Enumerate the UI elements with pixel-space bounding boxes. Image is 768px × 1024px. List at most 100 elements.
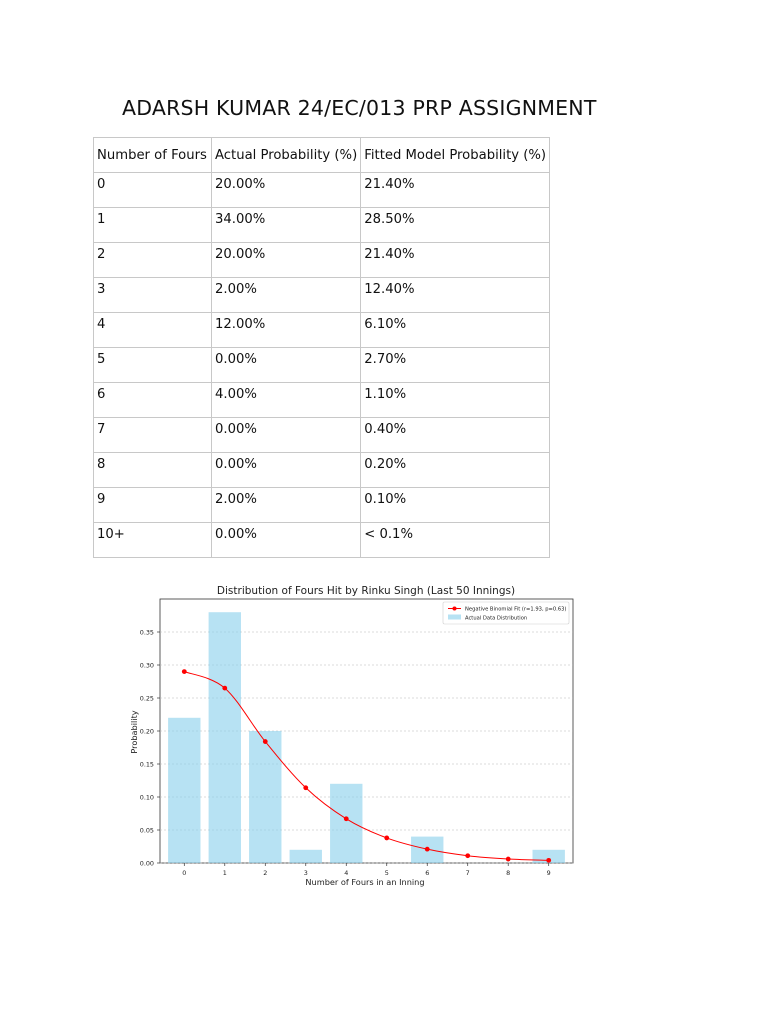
- table-cell-text: 6: [97, 387, 106, 402]
- table-header-row: Number of Fours Actual Probability (%) F…: [93, 137, 551, 173]
- table-cell-text: 0: [97, 177, 106, 192]
- table-cell-text: 10+: [97, 527, 125, 542]
- y-tick-label: 0.20: [140, 728, 154, 736]
- y-tick-label: 0.35: [140, 629, 154, 637]
- column-header: Actual Probability (%): [210, 137, 362, 173]
- table-cell: 0.20%: [360, 452, 551, 488]
- y-tick-label: 0.25: [140, 695, 154, 703]
- table-cell-text: 0.00%: [215, 352, 257, 367]
- fit-point: [546, 857, 552, 863]
- x-tick-label: 7: [466, 869, 470, 877]
- table-cell-text: 2.00%: [215, 492, 257, 507]
- fit-point: [181, 669, 187, 674]
- x-tick-label: 2: [263, 869, 267, 877]
- legend-box: [442, 601, 570, 625]
- document-title: ADARSH KUMAR 24/EC/013 PRP ASSIGNMENT: [122, 96, 597, 120]
- chart-svg: 0.00 0.05 0.10 0.15 0.20 0.25 0.30 0.35 0 1 2 3 4 5 6 7…: [129, 585, 574, 887]
- bar: [289, 849, 322, 863]
- table-cell-text: 12.00%: [215, 317, 266, 332]
- table-row: 0 20.00% 21.40%: [93, 172, 551, 208]
- fit-point: [505, 856, 511, 862]
- y-tick-label: 0.05: [140, 827, 154, 835]
- table-cell: < 0.1%: [360, 522, 551, 558]
- fit-point: [303, 785, 309, 791]
- table-cell-text: 0.00%: [215, 527, 257, 542]
- table-cell-text: 21.40%: [364, 177, 415, 192]
- table-cell: 7: [93, 417, 212, 453]
- table-cell: 5: [93, 347, 212, 383]
- table-cell: 20.00%: [210, 172, 362, 208]
- table-row: 8 0.00% 0.20%: [93, 452, 551, 488]
- table-cell-text: 4.00%: [215, 387, 257, 402]
- table-row: 4 12.00% 6.10%: [93, 312, 551, 348]
- y-axis-label: Probability: [129, 710, 139, 753]
- table-cell: 12.40%: [360, 277, 551, 313]
- fit-point: [262, 739, 268, 744]
- table-cell-text: 0.20%: [364, 457, 407, 472]
- table-cell-text: 9: [97, 492, 106, 507]
- y-tick-label: 0.15: [140, 761, 154, 769]
- fit-point: [343, 816, 349, 822]
- table-cell: 0.00%: [210, 452, 362, 488]
- fit-point: [465, 853, 471, 859]
- bar: [249, 731, 282, 863]
- fit-line: [184, 671, 549, 861]
- table-cell: 0.10%: [360, 487, 551, 523]
- table-cell-text: 0.00%: [215, 422, 257, 437]
- table-cell-text: 20.00%: [215, 247, 266, 262]
- x-tick-label: 4: [344, 869, 348, 877]
- table-cell: 6: [93, 382, 212, 418]
- table-row: 6 4.00% 1.10%: [93, 382, 551, 418]
- x-tick-label: 0: [182, 869, 186, 877]
- table-cell-text: 34.00%: [215, 212, 266, 227]
- table-row: 5 0.00% 2.70%: [93, 347, 551, 383]
- table-cell-text: 7: [97, 422, 106, 437]
- table-cell-text: 5: [97, 352, 106, 367]
- table-row: 9 2.00% 0.10%: [93, 487, 551, 523]
- table-cell-text: 2.70%: [364, 352, 407, 367]
- table-cell: 0.00%: [210, 417, 362, 453]
- table-cell: 1: [93, 207, 212, 243]
- fit-point: [384, 835, 390, 841]
- bar: [330, 783, 363, 863]
- table-row: 7 0.00% 0.40%: [93, 417, 551, 453]
- column-header: Number of Fours: [93, 137, 212, 173]
- table-cell: 3: [93, 277, 212, 313]
- table-cell: 0.00%: [210, 347, 362, 383]
- y-tick-label: 0.10: [140, 794, 154, 802]
- bar: [208, 612, 241, 863]
- legend-marker-swatch: [452, 606, 457, 611]
- table-cell: 4: [93, 312, 212, 348]
- legend-bar-swatch: [448, 614, 461, 620]
- table-cell: 12.00%: [210, 312, 362, 348]
- table-cell-text: 12.40%: [364, 282, 415, 297]
- table-cell-text: 3: [97, 282, 106, 297]
- table-cell-text: 21.40%: [364, 247, 415, 262]
- x-tick-label: 3: [304, 869, 308, 877]
- table-cell-text: < 0.1%: [364, 527, 413, 542]
- table-cell-text: 1: [97, 212, 106, 227]
- distribution-chart: 0.00 0.05 0.10 0.15 0.20 0.25 0.30 0.35 0 1 2 3 4 5 6 7…: [118, 562, 607, 894]
- table-cell-text: 1.10%: [364, 387, 407, 402]
- table-cell: 10+: [93, 522, 212, 558]
- table-cell-text: 8: [97, 457, 106, 472]
- table-cell: 4.00%: [210, 382, 362, 418]
- x-tick-label: 8: [506, 869, 510, 877]
- table-cell: 1.10%: [360, 382, 551, 418]
- table-cell-text: 20.00%: [215, 177, 266, 192]
- x-tick-label: 6: [425, 869, 429, 877]
- x-axis-label: Number of Fours in an Inning: [305, 877, 424, 887]
- table-cell: 9: [93, 487, 212, 523]
- column-header: Fitted Model Probability (%): [360, 137, 551, 173]
- legend-label: Negative Binomial Fit (r=1.93, p=0.63): [465, 607, 566, 613]
- chart-title: Distribution of Fours Hit by Rinku Singh…: [217, 585, 515, 597]
- legend-label: Actual Data Distribution: [465, 616, 527, 622]
- table-cell: 2: [93, 242, 212, 278]
- table-cell: 28.50%: [360, 207, 551, 243]
- table-cell: 0.40%: [360, 417, 551, 453]
- table-cell: 20.00%: [210, 242, 362, 278]
- table-cell-text: 2.00%: [215, 282, 257, 297]
- table-row: 3 2.00% 12.40%: [93, 277, 551, 313]
- bar: [168, 717, 201, 863]
- table-cell-text: 28.50%: [364, 212, 415, 227]
